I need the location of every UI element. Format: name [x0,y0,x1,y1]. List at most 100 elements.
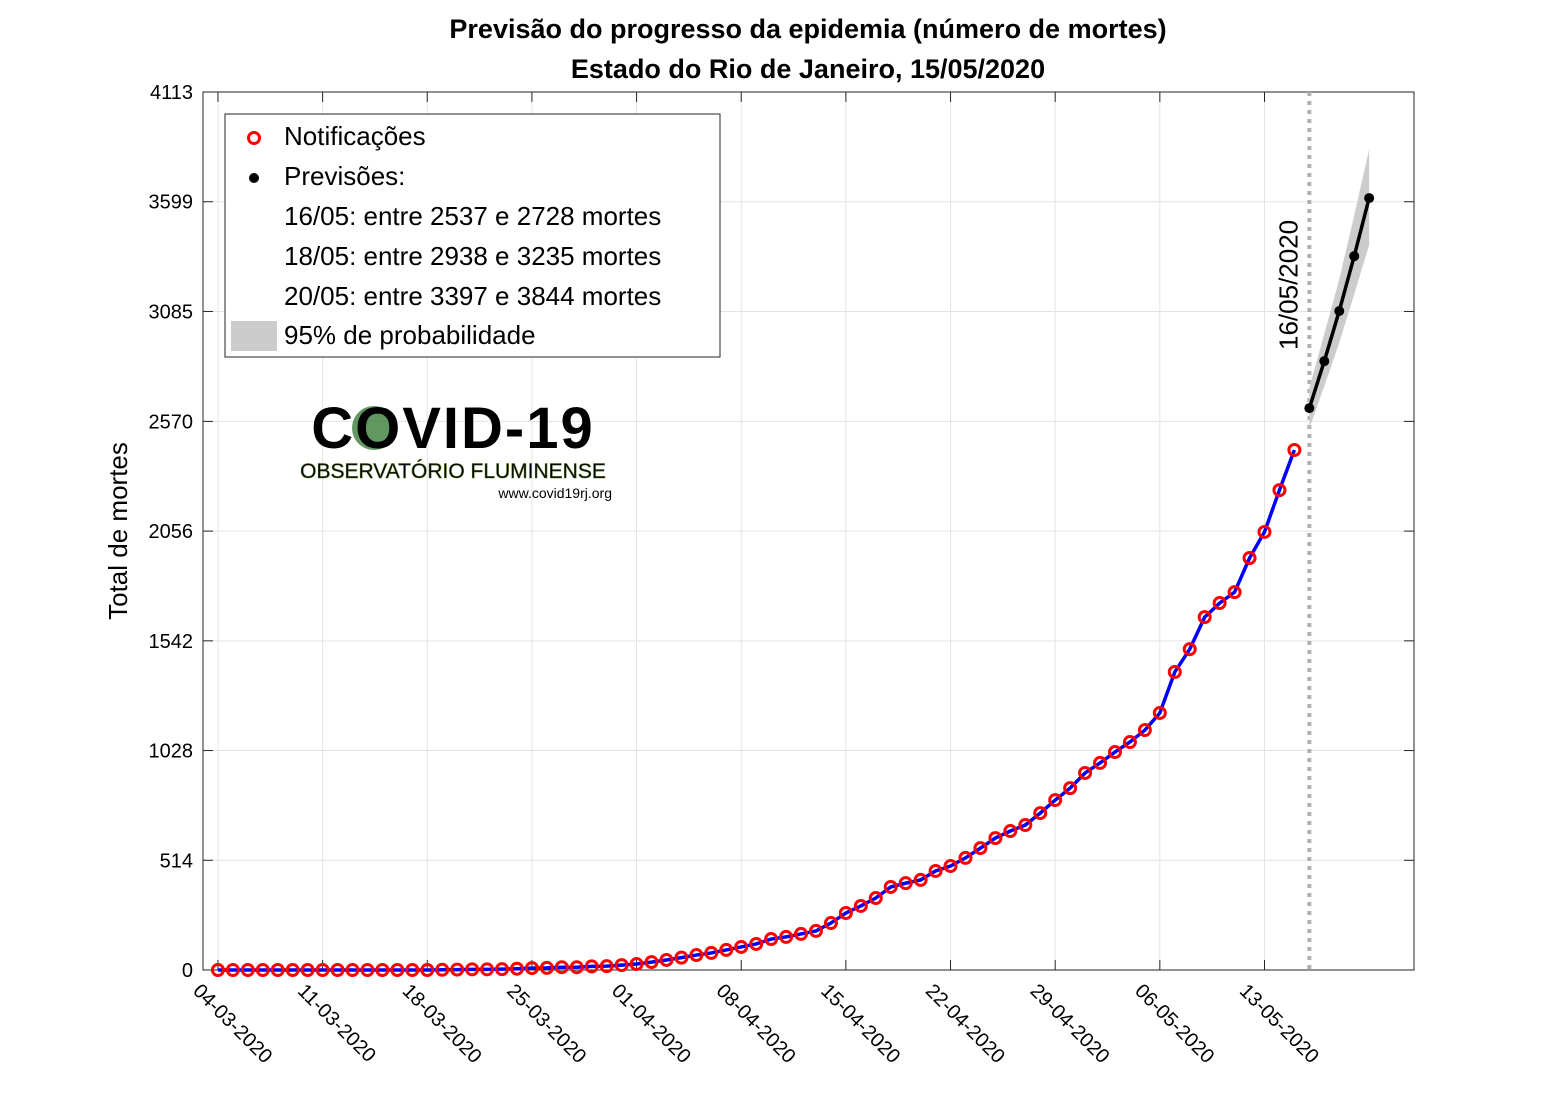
y-tick-label: 0 [182,960,193,982]
data-point [240,963,255,977]
data-point [450,962,465,977]
x-tick-label: 15-04-2020 [816,980,904,1068]
data-point [1197,610,1212,625]
y-tick-label: 4113 [150,82,193,104]
data-point [270,963,285,977]
data-point [794,926,809,941]
data-point [689,948,704,963]
legend-swatch [231,321,277,351]
data-point [1152,705,1167,720]
data-point [1364,193,1375,204]
legend-label: Notificações [284,121,426,151]
data-point [285,963,300,977]
data-point [465,962,480,977]
data-point [420,963,435,977]
data-point [644,955,659,970]
y-tick-label: 1028 [149,741,194,763]
y-tick-label: 1542 [149,631,194,653]
chart-subtitle: Estado do Rio de Janeiro, 15/05/2020 [571,54,1045,84]
data-point [1063,781,1078,796]
x-tick-label: 11-03-2020 [293,980,380,1067]
data-point [614,958,629,973]
data-point [913,872,928,887]
series-line [217,449,1297,972]
data-point [943,859,958,874]
data-point [1167,664,1182,679]
reference-label: 16/05/2020 [1273,220,1303,350]
data-point [435,962,450,977]
y-tick-label: 3085 [149,301,194,323]
data-point [823,916,838,931]
data-point [749,936,764,951]
data-point [928,863,943,878]
data-point [330,963,345,977]
data-point [524,961,539,976]
x-tick-label: 29-04-2020 [1026,980,1114,1068]
data-point [345,963,360,977]
data-point [1287,442,1302,457]
data-point [779,929,794,944]
data-point [1257,524,1272,539]
data-point [509,961,524,976]
data-point [868,891,883,906]
data-point [734,939,749,954]
legend-note: 16/05: entre 2537 e 2728 mortes [284,201,661,231]
data-point [973,841,988,856]
data-point [1048,793,1063,808]
legend-box [224,113,721,358]
data-point [659,952,674,967]
x-tick-label: 06-05-2020 [1130,980,1218,1068]
data-point [1304,403,1315,414]
x-tick-label: 22-04-2020 [921,980,1009,1068]
data-point [898,876,913,891]
data-point [480,962,495,977]
data-point [375,963,390,977]
data-point [1349,251,1360,262]
legend-label: Previsões: [284,161,405,191]
legend-marker [249,173,259,183]
data-point [300,963,315,977]
data-point [1018,818,1033,833]
y-tick-label: 2056 [149,521,194,543]
data-point [599,959,614,974]
data-point [1242,551,1257,566]
data-point [495,962,510,977]
chart-title: Previsão do progresso da epidemia (númer… [449,14,1166,44]
x-tick-label: 25-03-2020 [502,980,590,1068]
data-point [808,923,823,938]
logo-title: COVID-19 [311,396,595,461]
data-point [988,831,1003,846]
data-point [390,963,405,977]
data-point [539,960,554,975]
data-point [315,963,330,977]
data-point [569,960,584,975]
data-point [1334,306,1345,317]
data-point [1272,483,1287,498]
data-point [1003,824,1018,839]
data-point [584,959,599,974]
data-point [958,850,973,865]
data-point [554,960,569,975]
legend-label: 95% de probabilidade [284,320,536,350]
logo-virus [352,406,396,450]
data-point [1122,735,1137,750]
x-tick-label: 01-04-2020 [607,980,695,1068]
data-point [1319,356,1330,367]
x-tick-label: 18-03-2020 [398,980,486,1068]
data-point [853,898,868,913]
data-point [1107,745,1122,760]
data-point [255,963,270,977]
data-point [764,932,779,947]
y-tick-label: 2570 [149,411,194,433]
data-point [629,957,644,972]
y-tick-label: 514 [160,850,193,872]
data-point [674,950,689,965]
logo-url: www.covid19rj.org [497,485,612,501]
data-point [1137,723,1152,738]
data-point [838,906,853,921]
data-point [405,963,420,977]
y-tick-label: 3599 [149,192,194,214]
data-point [883,879,898,894]
data-point [704,945,719,960]
